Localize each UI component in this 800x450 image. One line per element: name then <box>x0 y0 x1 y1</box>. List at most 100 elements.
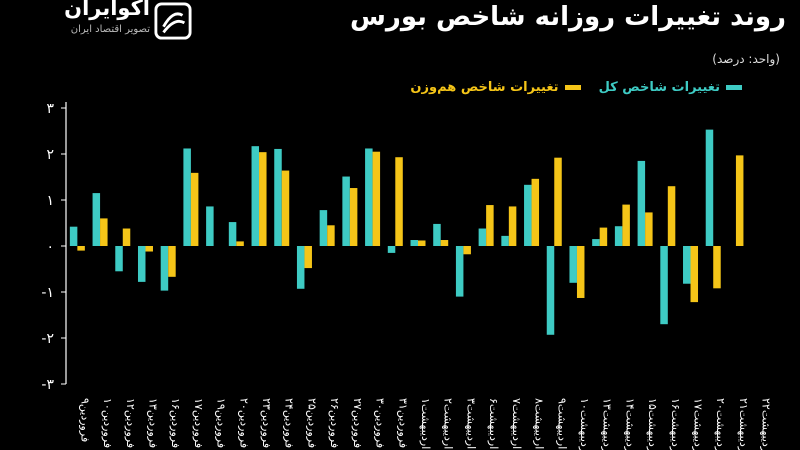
x-tick-label: فروردین۹ <box>78 398 91 442</box>
bar-equal <box>463 246 471 255</box>
bar-total <box>637 160 646 246</box>
x-tick-label: اردیبهشت۶ <box>487 398 500 449</box>
bar-equal <box>418 240 426 246</box>
bar-total <box>115 246 123 272</box>
bar-total <box>455 246 464 297</box>
y-tick-label: ۱ <box>46 193 54 209</box>
y-tick-label: -۲ <box>41 331 54 347</box>
bar-equal <box>259 152 267 246</box>
legend-swatch-equal <box>564 85 581 90</box>
bar-equal <box>190 172 199 246</box>
bar-total <box>524 184 532 246</box>
brand-name: اکوایران <box>64 0 150 20</box>
bar-equal <box>531 178 540 246</box>
bar-equal <box>622 204 630 246</box>
brand-tagline: تصویر اقتصاد ایران <box>70 24 150 35</box>
x-tick-label: فروردین۱۹ <box>215 398 228 448</box>
x-tick-label: فروردین۲۴ <box>283 398 296 448</box>
bar-equal <box>145 246 153 252</box>
legend-swatch-total <box>726 85 742 90</box>
unit-label: (واحد: درصد) <box>712 52 780 66</box>
x-tick-label: فروردین۲۷ <box>351 398 364 448</box>
bar-total <box>546 246 555 335</box>
bar-total <box>319 210 328 246</box>
bar-total <box>387 246 396 253</box>
x-tick-label: فروردین۳۰ <box>374 398 387 448</box>
bar-equal <box>440 240 449 246</box>
bar-equal <box>327 225 335 246</box>
x-tick-label: اردیبهشت۱ <box>419 398 432 449</box>
page-title: روند تغییرات روزانه شاخص بورس <box>350 2 786 32</box>
x-tick-label: فروردین۲۵ <box>305 398 318 448</box>
logo-mark-icon <box>154 2 192 40</box>
x-tick-label: فروردین۲۰ <box>237 398 250 448</box>
bar-total <box>478 228 487 246</box>
bar-total <box>660 246 668 325</box>
x-tick-label: اردیبهشت۷ <box>510 398 523 449</box>
bar-equal <box>508 206 517 246</box>
bar-equal <box>554 157 562 246</box>
x-tick-label: اردیبهشت۸ <box>533 398 546 449</box>
x-tick-label: اردیبهشت۲۱ <box>737 398 750 450</box>
x-tick-label: فروردین۱۲ <box>124 398 137 448</box>
bar-total <box>410 240 418 246</box>
bar-total <box>569 246 577 283</box>
bar-equal <box>281 170 290 246</box>
bar-equal <box>486 205 494 246</box>
x-tick-label: فروردین۱۷ <box>192 398 205 448</box>
x-tick-label: اردیبهشت۳ <box>464 398 477 449</box>
x-tick-label: اردیبهشت۹ <box>555 398 568 449</box>
x-tick-label: اردیبهشت۲ <box>442 398 455 449</box>
bar-equal <box>372 151 381 246</box>
bar-equal <box>395 157 403 246</box>
x-tick-label: فروردین۲۶ <box>328 398 341 448</box>
bar-total <box>206 206 214 246</box>
bar-total <box>501 235 509 246</box>
y-tick-label: -۱ <box>41 285 54 301</box>
bar-total <box>160 246 169 291</box>
bar-equal <box>77 246 85 251</box>
bar-total <box>705 129 714 246</box>
bar-total <box>137 246 146 282</box>
bar-equal <box>349 188 358 246</box>
bar-equal <box>645 212 653 246</box>
bar-equal <box>690 246 699 303</box>
bar-equal <box>236 241 244 246</box>
chart-legend: تغییرات شاخص کل تغییرات شاخص هم‌وزن <box>410 80 742 95</box>
x-tick-label: فروردین۳۱ <box>396 398 409 448</box>
bar-total <box>183 148 191 246</box>
x-tick-label: فروردین۱۶ <box>169 398 182 448</box>
x-tick-label: اردیبهشت۲۲ <box>760 398 773 450</box>
bar-total <box>274 148 282 246</box>
bar-equal <box>735 155 744 246</box>
bar-total <box>251 146 260 246</box>
bar-equal <box>599 227 608 246</box>
legend-item-total: تغییرات شاخص کل <box>599 80 742 95</box>
bar-equal <box>713 246 721 289</box>
x-tick-label: اردیبهشت۱۶ <box>669 398 682 450</box>
bar-total <box>683 246 691 284</box>
bar-equal <box>168 246 176 277</box>
bar-equal <box>100 218 108 246</box>
bar-total <box>342 176 350 246</box>
x-tick-label: اردیبهشت۱۳ <box>601 398 614 450</box>
brand-logo: اکوایران تصویر اقتصاد ایران <box>6 0 216 44</box>
bar-equal <box>304 246 312 269</box>
x-tick-label: فروردین۲۳ <box>260 398 273 448</box>
legend-label-equal: تغییرات شاخص هم‌وزن <box>410 80 559 95</box>
x-tick-label: اردیبهشت۱۷ <box>692 398 705 450</box>
x-tick-label: اردیبهشت۱۴ <box>623 398 636 450</box>
bar-total <box>433 223 441 246</box>
x-tick-label: اردیبهشت۱۵ <box>646 398 659 450</box>
bar-total <box>365 148 373 246</box>
y-tick-label: ۲ <box>46 147 54 163</box>
legend-item-equal: تغییرات شاخص هم‌وزن <box>410 80 581 95</box>
bar-equal <box>122 228 131 246</box>
y-tick-label: ۰ <box>46 239 54 255</box>
x-tick-label: اردیبهشت۲۰ <box>714 398 727 450</box>
legend-label-total: تغییرات شاخص کل <box>598 80 720 95</box>
bar-total <box>296 246 305 289</box>
bar-equal <box>667 186 676 246</box>
bar-total <box>69 226 78 246</box>
